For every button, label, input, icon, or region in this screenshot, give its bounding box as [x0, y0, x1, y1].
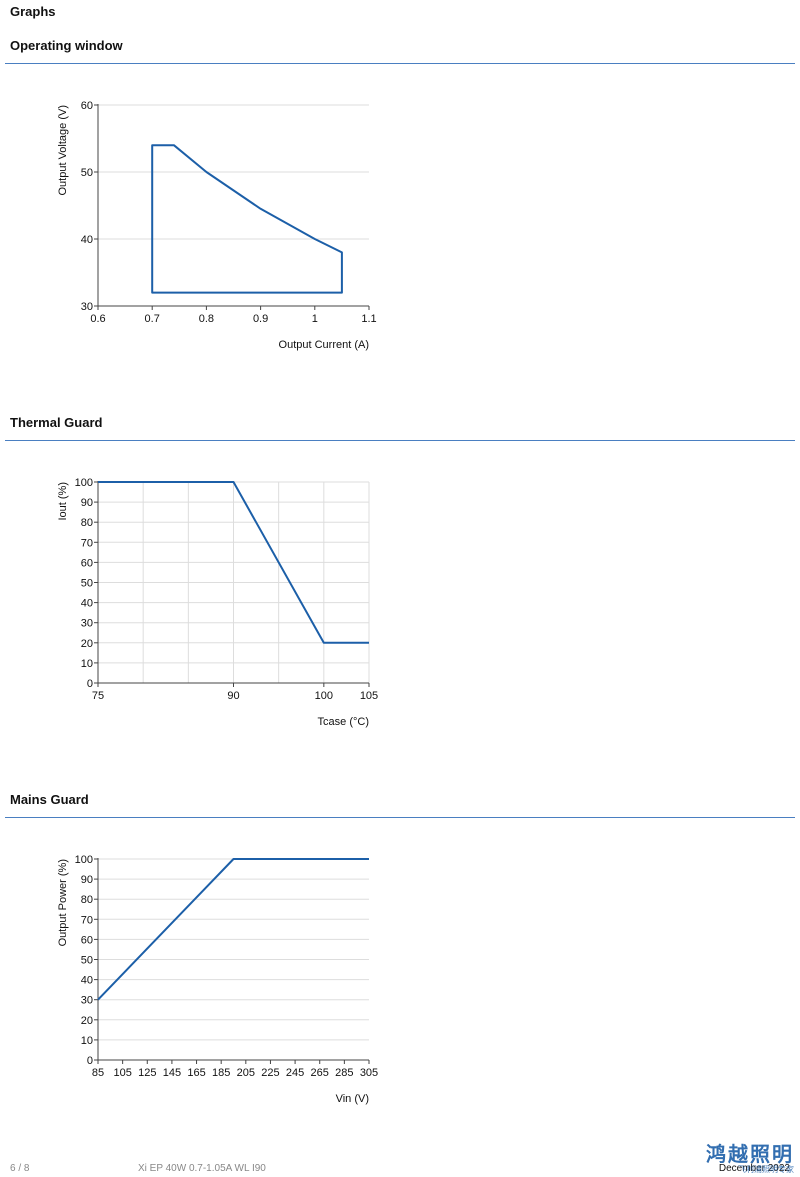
- y-tick-label: 60: [81, 100, 93, 112]
- x-axis-label: Tcase (°C): [318, 716, 369, 728]
- section-divider: [5, 440, 795, 441]
- x-tick-label: 105: [360, 690, 378, 702]
- operating-window-chart: 30 40 50 60 0.6 0.7 0.8 0.9 1 1.1 Output Current (…: [57, 100, 377, 351]
- mains-guard-chart: 0 10 20 30 40 50 60 70 80 90 100 85 105 125 145 165 185 2…: [57, 854, 378, 1105]
- x-tick-label: 1: [312, 313, 318, 325]
- y-axis-label: Iout (%): [57, 482, 69, 521]
- watermark-main-text: 鸿越照明: [706, 1142, 794, 1166]
- x-tick-label: 0.6: [90, 313, 105, 325]
- y-tick-label: 50: [81, 578, 93, 590]
- section-divider: [5, 63, 795, 64]
- x-tick-label: 125: [138, 1067, 156, 1079]
- y-tick-label: 10: [81, 658, 93, 670]
- series-line: [151, 144, 343, 294]
- x-axis-label: Vin (V): [336, 1093, 369, 1105]
- y-tick-label: 70: [81, 537, 93, 549]
- y-tick-label: 100: [75, 477, 93, 489]
- y-axis-label: Output Voltage (V): [57, 105, 69, 196]
- section-title-operating-window: Operating window: [10, 38, 123, 53]
- x-tick-label: 305: [360, 1067, 378, 1079]
- x-tick-label: 90: [227, 690, 239, 702]
- y-tick-label: 70: [81, 914, 93, 926]
- y-tick-label: 0: [87, 678, 93, 690]
- y-tick-label: 60: [81, 557, 93, 569]
- thermal-guard-chart: 0 10 20 30 40 50 60 70 80 90 100 75 90 100 105 Tcase (°…: [57, 477, 378, 728]
- x-tick-label: 105: [113, 1067, 131, 1079]
- x-tick-label: 145: [163, 1067, 181, 1079]
- y-tick-label: 40: [81, 598, 93, 610]
- y-tick-label: 80: [81, 517, 93, 529]
- y-tick-label: 20: [81, 1015, 93, 1027]
- x-tick-label: 85: [92, 1067, 104, 1079]
- y-tick-label: 60: [81, 934, 93, 946]
- x-tick-label: 100: [315, 690, 333, 702]
- footer-date: December 2022: [718, 1163, 790, 1174]
- series-line: [98, 481, 369, 644]
- y-tick-label: 90: [81, 874, 93, 886]
- section-divider: [5, 817, 795, 818]
- y-tick-label: 40: [81, 234, 93, 246]
- x-axis-label: Output Current (A): [279, 339, 369, 351]
- y-tick-label: 30: [81, 301, 93, 313]
- y-tick-label: 10: [81, 1035, 93, 1047]
- y-tick-label: 90: [81, 497, 93, 509]
- y-tick-label: 50: [81, 167, 93, 179]
- section-title-thermal-guard: Thermal Guard: [10, 415, 103, 430]
- x-tick-label: 225: [261, 1067, 279, 1079]
- x-tick-label: 245: [286, 1067, 304, 1079]
- y-tick-label: 30: [81, 618, 93, 630]
- y-tick-label: 30: [81, 995, 93, 1007]
- x-tick-label: 0.9: [253, 313, 268, 325]
- x-tick-label: 0.7: [145, 313, 160, 325]
- y-axis-label: Output Power (%): [57, 859, 69, 946]
- x-tick-label: 75: [92, 690, 104, 702]
- y-tick-label: 40: [81, 975, 93, 987]
- x-tick-label: 285: [335, 1067, 353, 1079]
- x-tick-label: 265: [311, 1067, 329, 1079]
- x-tick-label: 1.1: [361, 313, 376, 325]
- x-tick-label: 185: [212, 1067, 230, 1079]
- x-tick-label: 205: [237, 1067, 255, 1079]
- x-tick-label: 165: [187, 1067, 205, 1079]
- y-tick-label: 50: [81, 955, 93, 967]
- series-line: [97, 858, 369, 1001]
- y-tick-label: 100: [75, 854, 93, 866]
- y-tick-label: 0: [87, 1055, 93, 1067]
- y-tick-label: 20: [81, 638, 93, 650]
- footer-product-name: Xi EP 40W 0.7-1.05A WL I90: [138, 1163, 266, 1174]
- x-tick-label: 0.8: [199, 313, 214, 325]
- footer-page-number: 6 / 8: [10, 1163, 30, 1174]
- y-tick-label: 80: [81, 894, 93, 906]
- page-title: Graphs: [10, 4, 56, 19]
- section-title-mains-guard: Mains Guard: [10, 792, 89, 807]
